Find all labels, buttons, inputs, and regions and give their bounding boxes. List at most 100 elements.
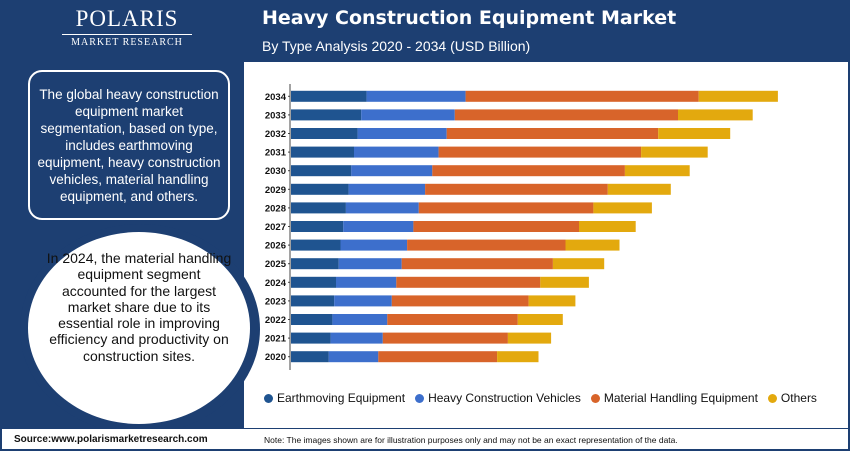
tick-label-2020: 2020 <box>265 352 286 363</box>
bar-2023-series-0 <box>291 295 335 307</box>
chart-title: Heavy Construction Equipment Market <box>262 7 677 29</box>
bar-2024-series-2 <box>396 276 541 288</box>
tick-label-2021: 2021 <box>265 334 287 345</box>
bar-2025-series-1 <box>338 258 402 270</box>
bar-2029-series-1 <box>348 183 426 195</box>
bar-2034-series-0 <box>291 90 367 102</box>
chart-subtitle: By Type Analysis 2020 - 2034 (USD Billio… <box>262 38 531 54</box>
legend-item-0: Earthmoving Equipment <box>264 391 405 405</box>
tick-label-2033: 2033 <box>265 110 286 121</box>
bar-2032-series-1 <box>357 128 447 139</box>
tick-label-2027: 2027 <box>265 222 286 233</box>
bar-2021-series-1 <box>330 332 383 344</box>
legend-item-2: Material Handling Equipment <box>590 391 758 405</box>
bar-2026-series-3 <box>565 239 620 251</box>
bar-2031-series-2 <box>438 146 642 158</box>
bar-2034-series-3 <box>698 90 778 102</box>
tick-label-2028: 2028 <box>265 203 286 214</box>
tick-label-2030: 2030 <box>265 166 286 177</box>
bar-2032-series-3 <box>658 128 731 139</box>
bar-2025-series-3 <box>552 258 605 270</box>
bar-2021-series-0 <box>291 332 331 344</box>
legend-label-2: Material Handling Equipment <box>603 391 758 405</box>
bar-2031-series-3 <box>641 146 708 158</box>
bar-2024-series-1 <box>336 276 397 288</box>
bar-2020-series-2 <box>378 351 498 363</box>
bar-2022-series-2 <box>387 314 518 325</box>
legend-swatch-0 <box>264 393 273 403</box>
tick-label-2023: 2023 <box>265 296 286 307</box>
disclaimer-note: Note: The images shown are for illustrat… <box>264 435 678 445</box>
bar-2027-series-3 <box>579 221 636 232</box>
legend-label-1: Heavy Construction Vehicles <box>428 391 581 405</box>
bar-2025-series-2 <box>401 258 553 270</box>
bar-2029-series-3 <box>607 183 671 195</box>
bar-2030-series-0 <box>291 165 352 177</box>
tick-label-2026: 2026 <box>265 241 286 252</box>
bar-2023-series-3 <box>528 295 576 307</box>
bar-2029-series-2 <box>425 183 608 195</box>
tick-label-2025: 2025 <box>265 259 287 270</box>
brand-tagline: MARKET RESEARCH <box>62 34 192 48</box>
bar-2027-series-0 <box>291 221 344 232</box>
bar-2024-series-0 <box>291 276 336 288</box>
bar-2033-series-1 <box>361 109 455 121</box>
bar-2030-series-3 <box>624 165 690 177</box>
bar-2031-series-0 <box>291 146 354 158</box>
bar-2029-series-0 <box>291 183 349 195</box>
bar-2033-series-0 <box>291 109 362 121</box>
highlight-text: In 2024, the material handling equipment… <box>46 250 232 364</box>
bar-2028-series-0 <box>291 202 346 214</box>
bar-2025-series-0 <box>291 258 339 270</box>
chart-legend: Earthmoving Equipment Heavy Construction … <box>264 391 844 405</box>
tick-label-2029: 2029 <box>265 185 286 196</box>
tick-label-2032: 2032 <box>265 129 286 140</box>
legend-label-0: Earthmoving Equipment <box>277 391 406 405</box>
legend-swatch-2 <box>590 393 600 403</box>
legend-swatch-1 <box>415 393 425 403</box>
bar-2032-series-0 <box>291 128 358 139</box>
legend-item-3: Others <box>767 391 817 405</box>
source-text: Source:www.polarismarketresearch.com <box>14 434 208 445</box>
summary-box: The global heavy construction equipment … <box>28 70 230 220</box>
bar-2026-series-1 <box>340 239 408 251</box>
bar-2026-series-0 <box>291 239 341 251</box>
bar-2030-series-2 <box>432 165 625 177</box>
header-bar <box>2 2 848 62</box>
bar-2021-series-2 <box>382 332 508 344</box>
tick-label-2031: 2031 <box>265 148 287 159</box>
bar-2022-series-0 <box>291 314 333 325</box>
bar-2028-series-2 <box>418 202 594 214</box>
bar-2024-series-3 <box>540 276 589 288</box>
legend-label-3: Others <box>780 391 817 405</box>
brand-name-row: POLARIS <box>62 6 192 32</box>
footer-bar <box>2 428 848 449</box>
bar-2022-series-1 <box>332 314 388 325</box>
bar-2023-series-1 <box>334 295 392 307</box>
bar-2020-series-1 <box>328 351 379 363</box>
bar-2030-series-1 <box>351 165 433 177</box>
bar-2033-series-2 <box>454 109 678 121</box>
stacked-bar-chart: 2034 2033 2032 2031 2030 2029 2028 2027 2026 2025… <box>265 84 778 370</box>
highlight-circle-inner <box>28 232 250 424</box>
bar-2034-series-1 <box>366 90 466 102</box>
brand-logo: POLARIS MARKET RESEARCH <box>62 6 192 48</box>
bar-2028-series-1 <box>345 202 419 214</box>
bar-2027-series-1 <box>343 221 414 232</box>
summary-text: The global heavy construction equipment … <box>37 86 221 204</box>
bar-2027-series-2 <box>413 221 579 232</box>
bar-2026-series-2 <box>407 239 566 251</box>
legend-item-1: Heavy Construction Vehicles <box>415 391 581 405</box>
tick-label-2022: 2022 <box>265 315 286 326</box>
bar-2032-series-2 <box>446 128 659 139</box>
bar-2021-series-3 <box>507 332 552 344</box>
bar-2033-series-3 <box>678 109 753 121</box>
brand-name: POLARIS <box>75 6 179 31</box>
bar-2023-series-2 <box>391 295 529 307</box>
bar-2020-series-3 <box>497 351 539 363</box>
bar-2031-series-1 <box>354 146 439 158</box>
bar-2028-series-3 <box>593 202 652 214</box>
tick-label-2034: 2034 <box>265 92 287 103</box>
bar-2034-series-2 <box>465 90 699 102</box>
